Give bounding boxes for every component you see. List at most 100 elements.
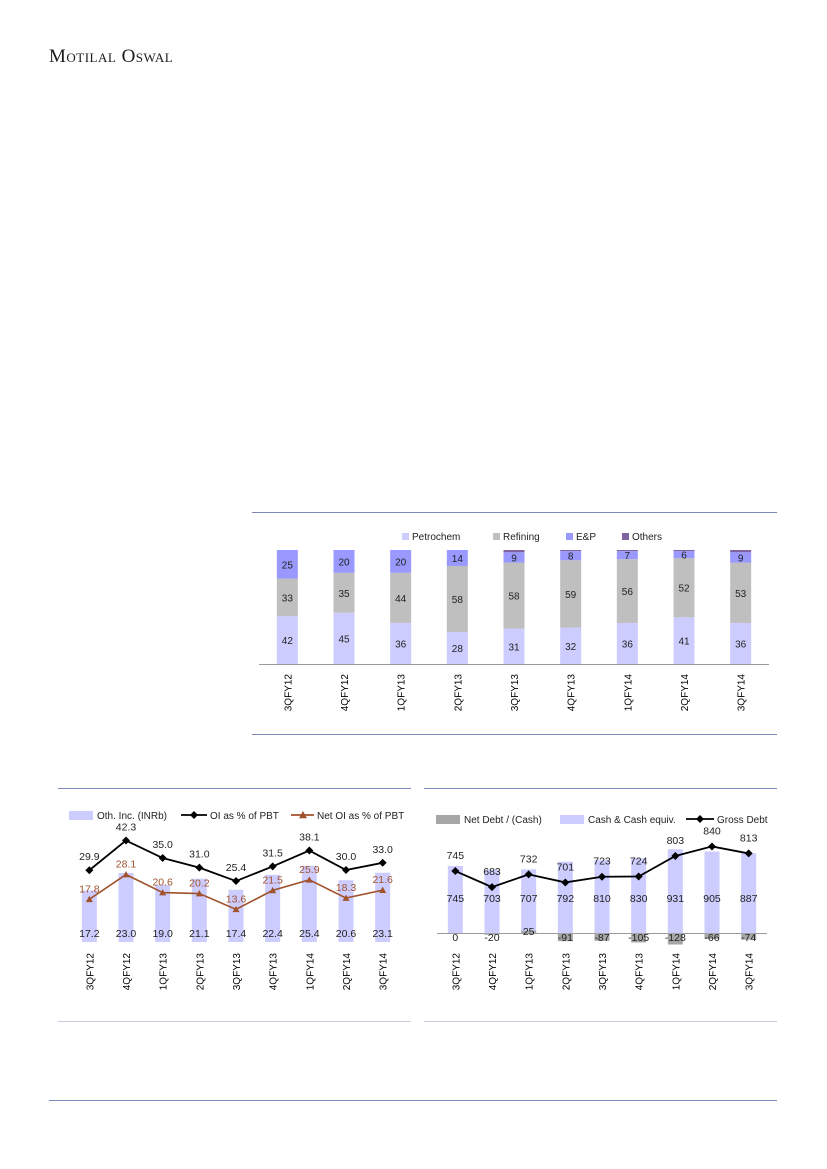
label-cash-3QFY14: 887 <box>740 893 758 905</box>
label-refining-3QFY14: 53 <box>735 589 747 600</box>
legend-label-gross-debt: Gross Debt <box>717 815 768 826</box>
label-gross-debt-1QFY14: 803 <box>667 835 685 847</box>
legend-marker-gross-debt <box>696 815 704 823</box>
otherinc-x-tick-4QFY12: 4QFY12 <box>122 953 133 991</box>
legend-label-e-p: E&P <box>576 532 596 543</box>
label-net-oi-2QFY14: 18.3 <box>336 882 357 894</box>
bar-net-debt-3QFY14 <box>741 933 757 940</box>
label-oi-3QFY13: 25.4 <box>226 862 247 874</box>
marker-gross-debt-3QFY14 <box>744 849 753 858</box>
bar-oth-inc-3QFY13 <box>228 889 244 942</box>
footer-rule <box>49 1100 777 1101</box>
legend-marker-net-oi <box>299 811 307 819</box>
chart3-bottom-rule <box>424 1021 777 1022</box>
label-net-oi-4QFY13: 21.5 <box>262 874 283 886</box>
bar-e-p-4QFY13 <box>560 551 582 561</box>
bar-others-2QFY14 <box>673 550 695 552</box>
label-cash-3QFY12: 745 <box>447 893 465 905</box>
marker-gross-debt-4QFY13 <box>634 872 643 881</box>
label-net-debt-3QFY14: -74 <box>741 932 756 944</box>
label-oth-inc-3QFY14: 23.1 <box>372 928 393 940</box>
marker-net-oi-3QFY13 <box>232 905 240 913</box>
segment-x-tick-2QFY13: 2QFY13 <box>453 674 464 712</box>
marker-oi-1QFY13 <box>158 854 167 862</box>
legend-label-others: Others <box>632 532 662 543</box>
label-petrochem-3QFY13: 31 <box>508 642 520 653</box>
label-oth-inc-4QFY12: 23.0 <box>116 928 137 940</box>
label-cash-4QFY13: 830 <box>630 893 648 905</box>
segment-x-tick-3QFY14: 3QFY14 <box>737 674 748 712</box>
otherinc-x-tick-3QFY14: 3QFY14 <box>379 953 390 991</box>
marker-gross-debt-2QFY13 <box>561 878 570 887</box>
bar-petrochem-3QFY14 <box>730 622 752 664</box>
debt-x-tick-1QFY13: 1QFY13 <box>525 953 536 991</box>
label-cash-1QFY13: 707 <box>520 893 538 905</box>
label-petrochem-4QFY12: 45 <box>338 634 350 645</box>
label-e-p-1QFY13: 20 <box>395 557 407 568</box>
bar-e-p-3QFY14 <box>730 552 752 563</box>
bar-refining-3QFY13 <box>503 562 525 629</box>
bar-oth-inc-1QFY14 <box>301 865 317 942</box>
bar-cash-1QFY14 <box>667 849 683 933</box>
label-net-debt-1QFY13: 25 <box>523 926 535 938</box>
label-oth-inc-3QFY13: 17.4 <box>226 928 247 940</box>
marker-gross-debt-2QFY14 <box>708 842 716 851</box>
bar-petrochem-3QFY12 <box>276 616 298 664</box>
marker-oi-2QFY13 <box>195 863 204 872</box>
label-e-p-3QFY14: 9 <box>738 553 744 564</box>
label-e-p-2QFY14: 6 <box>681 551 687 562</box>
marker-net-oi-4QFY13 <box>269 886 277 894</box>
label-refining-1QFY14: 56 <box>622 587 634 598</box>
label-gross-debt-3QFY14: 813 <box>740 832 758 844</box>
legend-swatch-net-debt <box>436 815 460 824</box>
segment-x-tick-1QFY13: 1QFY13 <box>397 674 408 712</box>
segment-x-tick-1QFY14: 1QFY14 <box>623 674 634 712</box>
debt-x-tick-3QFY14: 3QFY14 <box>745 953 756 991</box>
bar-cash-2QFY13 <box>557 861 573 933</box>
bar-net-debt-1QFY13 <box>521 930 537 933</box>
marker-gross-debt-3QFY13 <box>598 872 606 881</box>
label-gross-debt-1QFY13: 732 <box>520 853 538 865</box>
debt-x-tick-4QFY13: 4QFY13 <box>635 953 646 991</box>
bar-petrochem-2QFY13 <box>446 632 468 664</box>
label-oi-1QFY13: 35.0 <box>152 839 173 851</box>
debt-x-tick-4QFY12: 4QFY12 <box>488 953 499 991</box>
marker-oi-3QFY12 <box>85 866 94 875</box>
debt-x-tick-3QFY13: 3QFY13 <box>598 953 609 991</box>
bar-oth-inc-3QFY14 <box>375 872 391 942</box>
bar-net-debt-2QFY14 <box>704 933 720 939</box>
bar-oth-inc-4QFY12 <box>118 873 134 942</box>
bar-net-debt-4QFY13 <box>631 933 647 943</box>
chart2-bottom-rule <box>58 1021 411 1022</box>
label-refining-4QFY12: 35 <box>338 589 350 600</box>
bar-cash-3QFY14 <box>741 853 757 933</box>
legend-swatch-others <box>622 533 629 540</box>
marker-oi-1QFY14 <box>305 846 314 855</box>
label-e-p-1QFY14: 7 <box>625 551 631 562</box>
otherinc-x-tick-3QFY13: 3QFY13 <box>232 953 243 991</box>
legend-swatch-oth-inc <box>69 811 93 820</box>
label-net-debt-4QFY13: -105 <box>628 932 649 944</box>
marker-gross-debt-4QFY12 <box>488 883 496 892</box>
debt-x-tick-2QFY14: 2QFY14 <box>708 953 719 991</box>
label-cash-1QFY14: 931 <box>667 893 685 905</box>
marker-net-oi-1QFY13 <box>159 889 167 896</box>
label-gross-debt-3QFY12: 745 <box>447 850 465 862</box>
legend-label-refining: Refining <box>503 532 540 543</box>
label-oth-inc-3QFY12: 17.2 <box>79 928 100 940</box>
bar-petrochem-4QFY13 <box>560 627 582 664</box>
marker-gross-debt-1QFY14 <box>671 852 680 861</box>
legend-label-petrochem: Petrochem <box>412 532 460 543</box>
label-petrochem-1QFY13: 36 <box>395 639 407 650</box>
label-cash-4QFY12: 703 <box>483 893 501 905</box>
label-cash-2QFY14: 905 <box>703 893 721 905</box>
label-net-oi-2QFY13: 20.2 <box>189 878 210 890</box>
bar-e-p-2QFY13 <box>446 550 468 566</box>
bar-e-p-4QFY12 <box>333 550 355 573</box>
label-refining-3QFY12: 33 <box>282 593 294 604</box>
bar-refining-4QFY13 <box>560 560 582 628</box>
label-net-debt-2QFY13: -91 <box>558 932 573 944</box>
marker-oi-3QFY14 <box>378 858 387 867</box>
label-net-oi-4QFY12: 28.1 <box>116 859 137 871</box>
